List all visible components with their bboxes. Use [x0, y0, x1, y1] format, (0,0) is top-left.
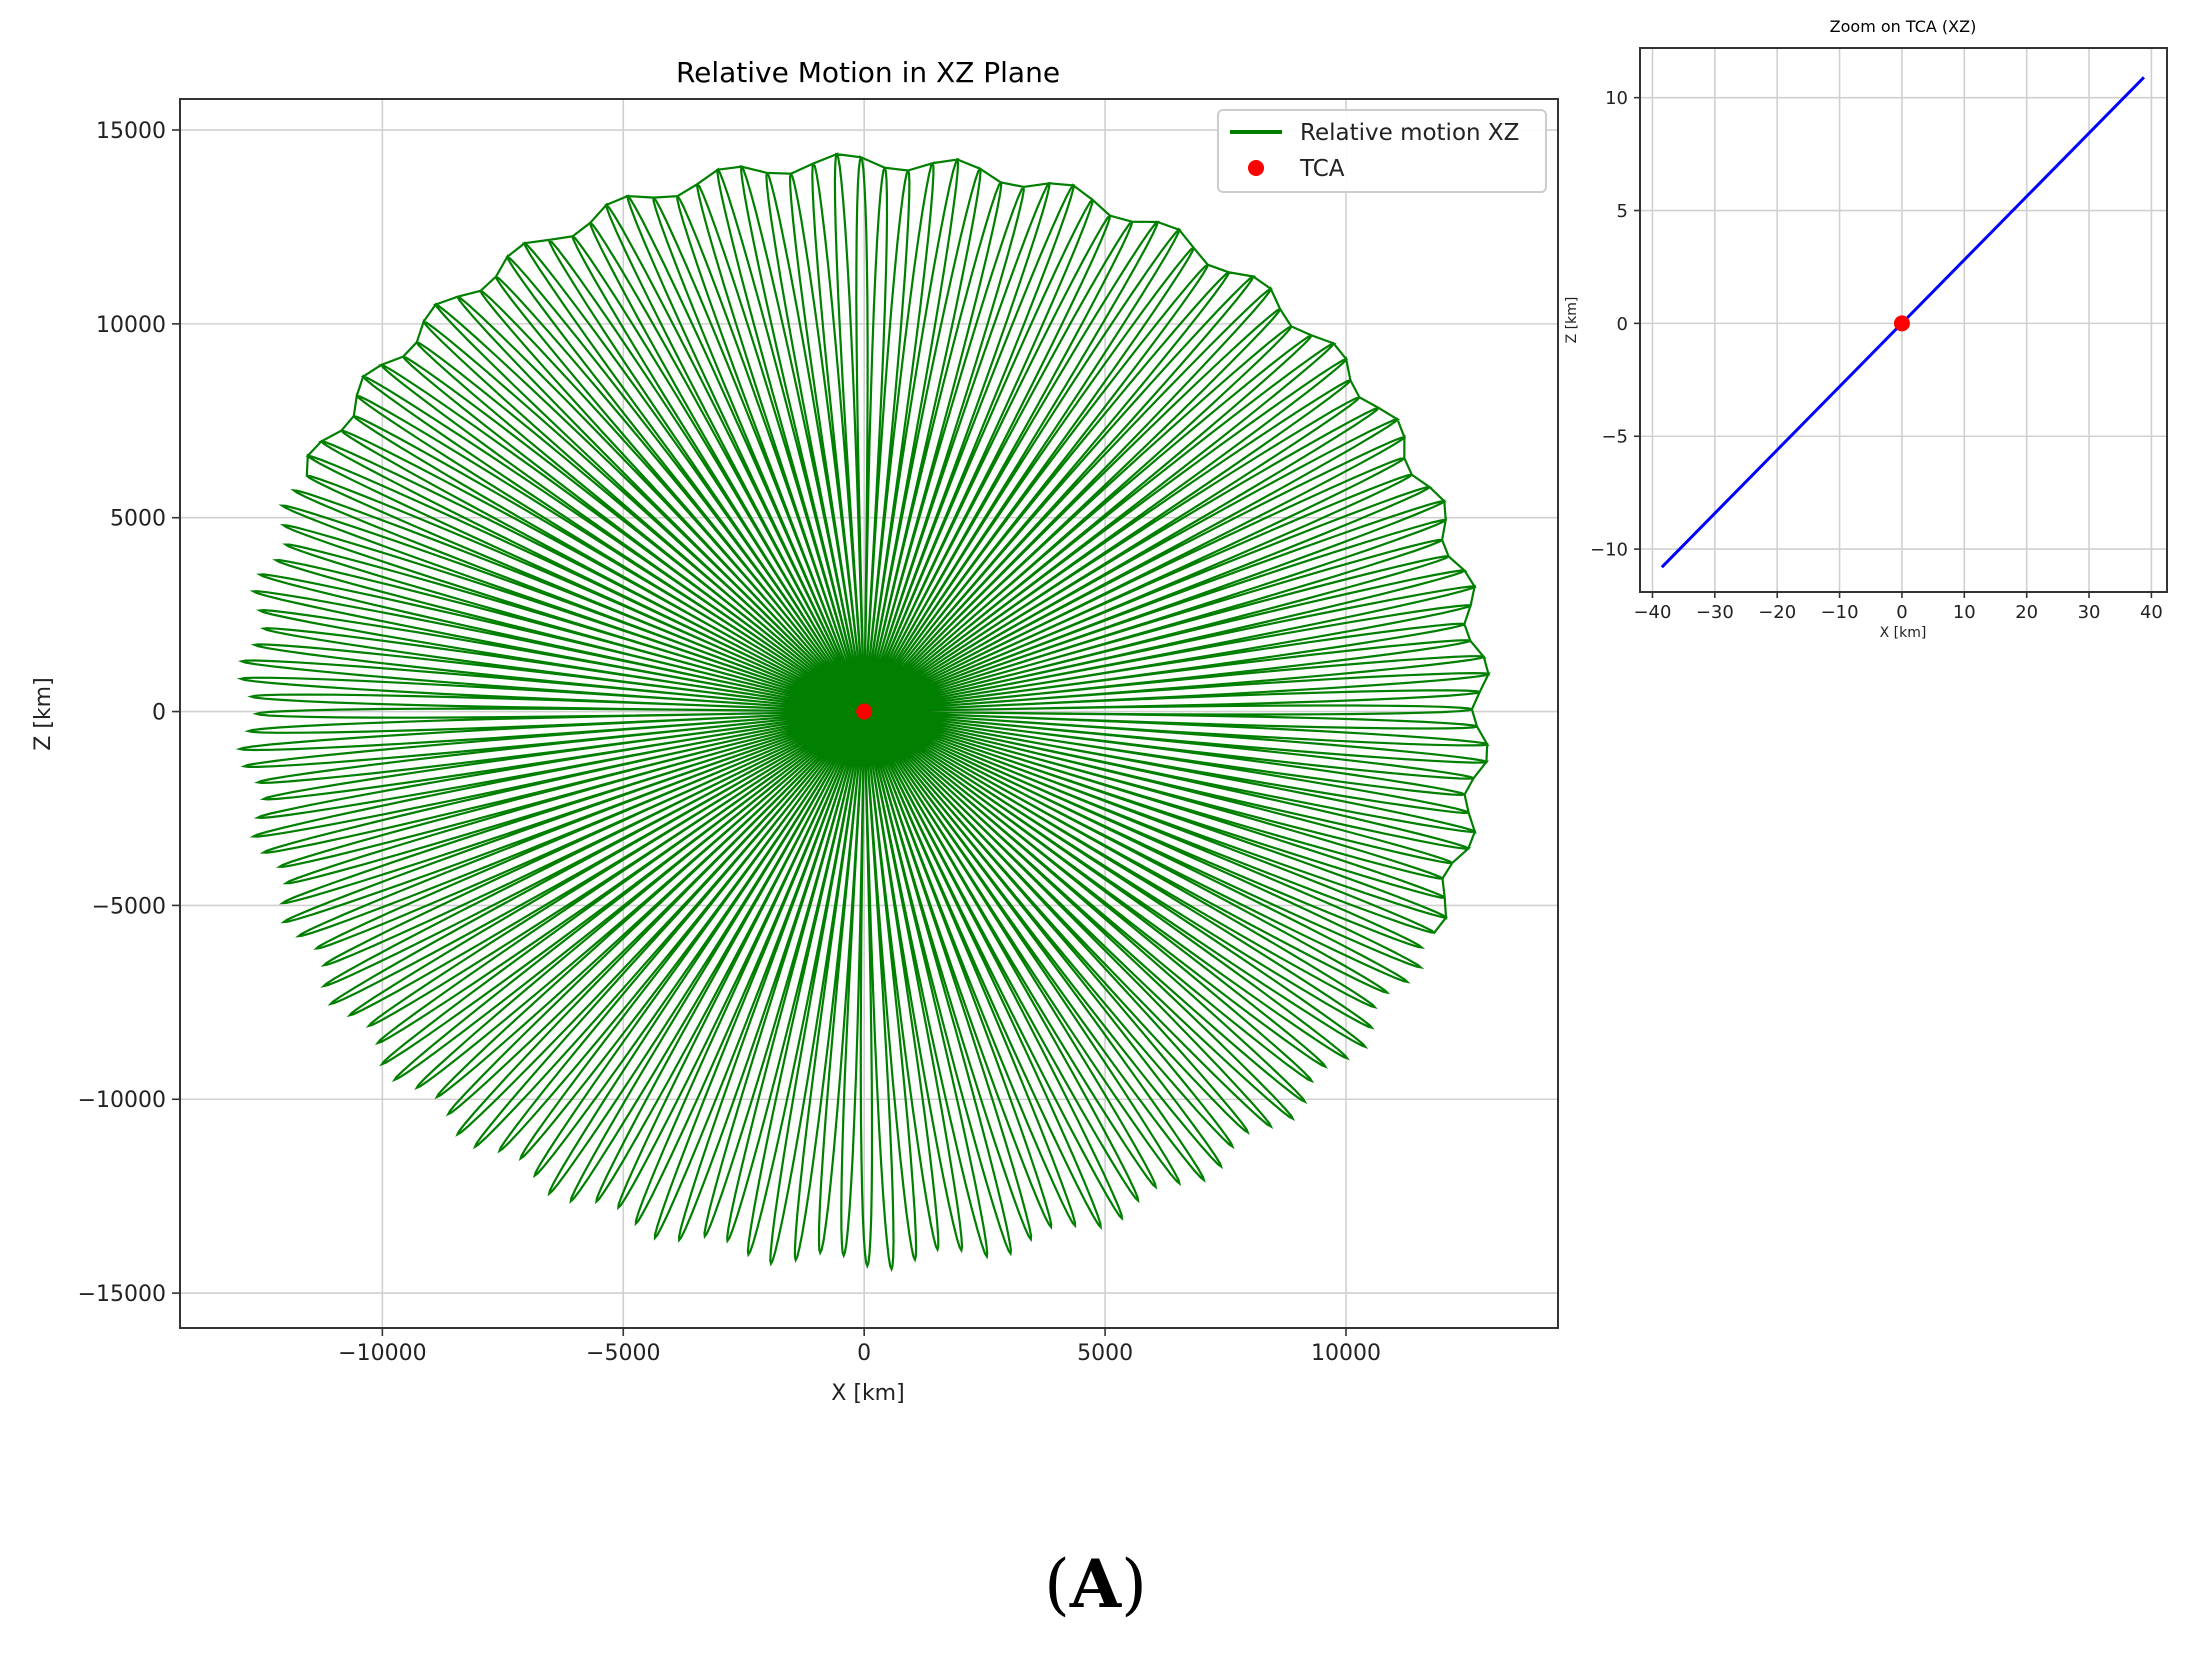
inset-y-tick-label: 0 — [1617, 314, 1628, 335]
main-legend: Relative motion XZ TCA — [1217, 109, 1547, 193]
main-y-tick-label: 15000 — [96, 119, 166, 144]
inset-x-tick-label: −20 — [1758, 602, 1796, 623]
legend-label-tca: TCA — [1299, 156, 1345, 182]
inset-y-ticks: −10 −5 0 5 10 — [1590, 88, 1640, 561]
legend-box — [1217, 109, 1547, 193]
inset-x-ticks: −40 −30 −20 −10 0 10 20 30 40 — [1633, 592, 2163, 623]
caption-close-paren: ) — [1121, 1546, 1147, 1623]
inset-chart-title: Zoom on TCA (XZ) — [1830, 17, 1977, 36]
main-x-tick-label: 5000 — [1077, 1341, 1133, 1366]
tca-marker — [856, 703, 873, 720]
inset-y-tick-label: −10 — [1590, 540, 1628, 561]
inset-y-tick-label: 5 — [1617, 201, 1628, 222]
inset-chart: Zoom on TCA (XZ) −40 −30 −20 −10 0 10 20 30 40 −… — [1564, 17, 2168, 641]
inset-x-axis-label: X [km] — [1880, 625, 1927, 641]
main-chart-title: Relative Motion in XZ Plane — [676, 56, 1060, 89]
main-x-tick-label: −5000 — [586, 1341, 660, 1366]
inset-x-tick-label: 30 — [2078, 602, 2101, 623]
main-y-ticks: −15000 −10000 −5000 0 5000 10000 15000 — [78, 119, 180, 1307]
main-chart: Relative Motion in XZ Plane −10000 −5000 0… — [31, 56, 1559, 1406]
main-x-tick-label: −10000 — [338, 1341, 426, 1366]
inset-y-tick-label: 10 — [1605, 88, 1628, 109]
inset-tca-marker — [1893, 315, 1910, 332]
caption-label: A — [1069, 1545, 1122, 1623]
main-x-ticks: −10000 −5000 0 5000 10000 — [338, 1328, 1381, 1366]
main-plot-frame — [179, 98, 1559, 1329]
main-y-tick-label: −5000 — [92, 894, 166, 919]
inset-x-tick-label: −40 — [1633, 602, 1671, 623]
inset-plot-frame — [1639, 47, 2168, 593]
inset-x-tick-label: 0 — [1896, 602, 1907, 623]
inset-x-tick-label: 20 — [2015, 602, 2038, 623]
inset-x-tick-label: 10 — [1953, 602, 1976, 623]
main-y-tick-label: 5000 — [110, 507, 166, 532]
main-x-axis-label: X [km] — [831, 1381, 904, 1406]
relative-motion-curve — [235, 152, 1491, 1273]
main-x-tick-label: 10000 — [1311, 1341, 1381, 1366]
main-y-tick-label: 0 — [152, 700, 166, 725]
legend-tca-swatch — [1248, 160, 1264, 176]
main-y-tick-label: −15000 — [78, 1282, 166, 1307]
caption-open-paren: ( — [1044, 1546, 1070, 1623]
legend-label-relative-motion: Relative motion XZ — [1300, 120, 1519, 146]
inset-x-tick-label: −30 — [1696, 602, 1734, 623]
inset-y-axis-label: Z [km] — [1564, 297, 1580, 344]
figure-caption: (A) — [0, 1545, 2191, 1623]
main-y-tick-label: −10000 — [78, 1088, 166, 1113]
inset-x-tick-label: −10 — [1821, 602, 1859, 623]
main-x-tick-label: 0 — [857, 1341, 871, 1366]
inset-grid — [1640, 48, 2167, 592]
inset-y-tick-label: −5 — [1601, 427, 1628, 448]
relative-motion-path — [235, 152, 1491, 1273]
main-y-axis-label: Z [km] — [31, 677, 56, 750]
main-y-tick-label: 10000 — [96, 313, 166, 338]
inset-x-tick-label: 40 — [2140, 602, 2163, 623]
